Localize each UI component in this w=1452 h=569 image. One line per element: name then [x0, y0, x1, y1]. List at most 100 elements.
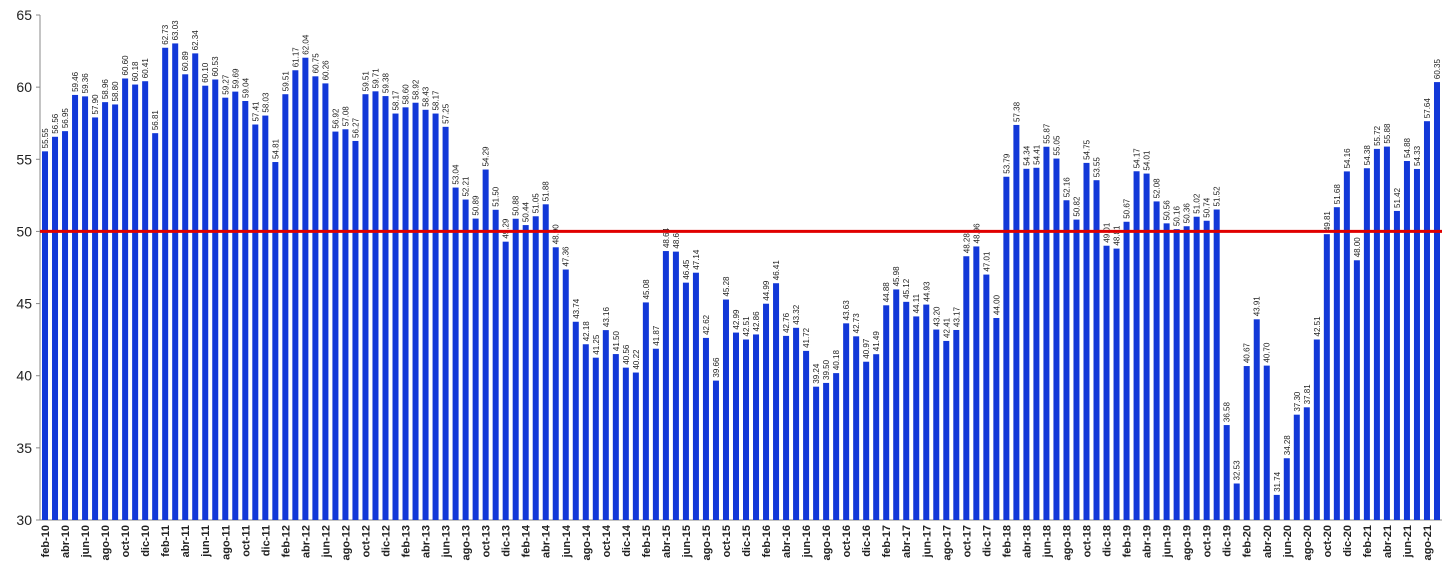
value-label: 56.81: [151, 110, 160, 131]
value-label: 39.50: [822, 359, 831, 380]
bar: [1093, 180, 1100, 520]
x-tick-label: ago-21: [1422, 525, 1434, 560]
bar: [572, 321, 579, 520]
bar: [1023, 168, 1030, 520]
value-label: 50.82: [1072, 196, 1081, 217]
bar: [372, 91, 379, 520]
bar: [682, 282, 689, 520]
bar: [302, 57, 309, 521]
bar: [1303, 407, 1310, 520]
value-label: 60.60: [121, 55, 130, 76]
bar: [62, 131, 69, 520]
bar: [1003, 176, 1010, 520]
bar: [222, 97, 229, 520]
value-label: 52.21: [462, 176, 471, 197]
bar: [1263, 365, 1270, 520]
bar: [1043, 146, 1050, 521]
x-tick-label: oct-19: [1202, 525, 1214, 557]
x-tick-label: ago-11: [220, 525, 232, 560]
bar: [1353, 260, 1360, 520]
value-label: 53.79: [1002, 153, 1011, 174]
value-label: 40.97: [862, 338, 871, 359]
x-tick-label: ago-12: [340, 525, 352, 560]
value-label: 48.90: [552, 224, 561, 245]
x-tick-label: abr-20: [1262, 525, 1274, 558]
value-label: 40.22: [632, 349, 641, 370]
bar: [813, 386, 820, 520]
x-tick-label: feb-17: [881, 525, 893, 557]
value-label: 59.27: [221, 74, 230, 95]
bar: [863, 361, 870, 520]
value-label: 44.99: [762, 280, 771, 301]
x-tick-label: dic-12: [380, 525, 392, 557]
value-label: 54.29: [482, 146, 491, 167]
value-label: 57.08: [341, 106, 350, 127]
value-label: 44.88: [882, 282, 891, 303]
value-label: 53.55: [1093, 157, 1102, 178]
bar: [602, 330, 609, 520]
bar: [1323, 234, 1330, 521]
value-label: 48.00: [1353, 237, 1362, 258]
bar: [622, 367, 629, 520]
x-tick-label: ago-10: [100, 525, 112, 560]
x-tick-label: dic-16: [861, 525, 873, 557]
value-label: 60.18: [131, 61, 140, 82]
value-label: 44.11: [912, 293, 921, 313]
value-label: 56.27: [351, 117, 360, 138]
value-label: 57.64: [1423, 98, 1432, 119]
value-label: 50.88: [512, 195, 521, 216]
x-tick-label: dic-20: [1342, 525, 1354, 557]
value-label: 51.50: [492, 186, 501, 207]
bar: [262, 115, 269, 521]
bar: [763, 303, 770, 520]
value-label: 45.28: [722, 276, 731, 297]
bar: [252, 124, 259, 521]
value-label: 51.68: [1333, 184, 1342, 205]
bar: [1193, 216, 1200, 520]
bar: [953, 329, 960, 520]
bar: [893, 289, 900, 520]
bar: [1423, 121, 1430, 521]
bar: [472, 218, 479, 520]
bar: [1413, 168, 1420, 520]
value-label: 39.66: [712, 357, 721, 378]
value-label: 54.33: [1413, 145, 1422, 166]
bar: [773, 283, 780, 520]
x-tick-label: oct-11: [240, 525, 252, 557]
value-label: 42.76: [782, 312, 791, 333]
x-tick-label: abr-21: [1382, 525, 1394, 558]
value-label: 54.17: [1133, 148, 1142, 169]
bar: [1183, 226, 1190, 520]
value-label: 62.73: [161, 24, 170, 45]
bar: [1063, 200, 1070, 520]
bar: [272, 162, 279, 520]
bar: [1163, 223, 1170, 520]
bar: [1363, 168, 1370, 520]
bar: [712, 380, 719, 520]
bar: [1143, 173, 1150, 520]
bar: [232, 91, 239, 520]
x-tick-label: jun-19: [1162, 525, 1174, 558]
bar: [142, 81, 149, 520]
value-label: 42.86: [752, 311, 761, 332]
value-label: 60.41: [141, 58, 150, 79]
x-tick-label: jun-16: [801, 525, 813, 558]
bar: [612, 354, 619, 520]
bar: [552, 247, 559, 521]
bar: [162, 47, 169, 520]
value-label: 60.53: [211, 56, 220, 77]
bar: [522, 225, 529, 520]
value-label: 52.16: [1062, 177, 1071, 198]
value-label: 32.53: [1233, 460, 1242, 481]
value-label: 55.05: [1052, 135, 1061, 156]
value-label: 58.80: [111, 81, 120, 102]
value-label: 47.14: [692, 249, 701, 270]
bar: [1243, 366, 1250, 520]
value-label: 51.88: [542, 181, 551, 202]
value-label: 58.96: [101, 79, 110, 100]
bar: [532, 216, 539, 520]
value-label: 50.89: [472, 195, 481, 216]
x-tick-label: jun-14: [561, 524, 573, 558]
bar: [803, 350, 810, 520]
value-label: 49.81: [1323, 211, 1332, 232]
